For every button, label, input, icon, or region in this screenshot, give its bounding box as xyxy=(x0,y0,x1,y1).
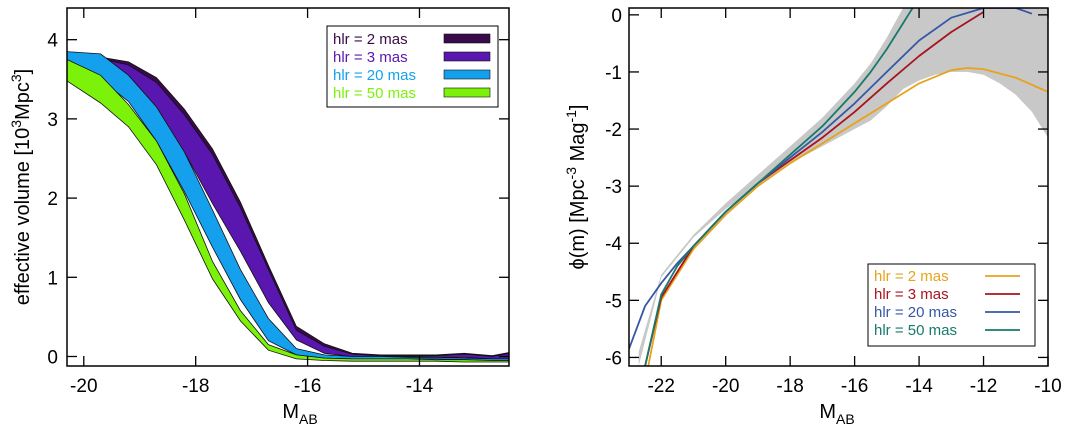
legend-label-1: hlr = 3 mas xyxy=(333,49,408,66)
x-tick-label-1: -20 xyxy=(712,376,739,397)
uncertainty-band-area xyxy=(638,8,1048,366)
legend-swatch-2 xyxy=(443,69,491,80)
legend-box xyxy=(867,263,1036,347)
x-axis-label: MAB xyxy=(819,401,854,427)
y-tick-label-4: 4 xyxy=(47,31,58,52)
luminosity-function-chart: -22 -20 -18 -16 -14 -12 -10 0-1-2-3-4-5-6 MAB … xyxy=(563,6,1062,427)
y-tick-label-6: -6 xyxy=(605,348,622,369)
y-tick-label-0: 0 xyxy=(611,6,622,27)
x-axis-ticks: -20 -18 -16 -14 xyxy=(70,8,434,397)
plot-frame xyxy=(66,7,510,367)
y-tick-label-1: 1 xyxy=(47,268,58,289)
y-tick-label-4: -4 xyxy=(605,234,622,255)
model-line-2 xyxy=(629,8,1033,350)
legend-label-1: hlr = 3 mas xyxy=(874,286,949,303)
y-axis-label: effective volume [103Mpc3] xyxy=(8,69,34,305)
legend-label-3: hlr = 50 mas xyxy=(874,322,957,339)
y-tick-label-3: -3 xyxy=(605,177,622,198)
y-axis-ticks: 0 1 2 3 4 xyxy=(47,31,509,368)
x-tick-label-1: -18 xyxy=(182,376,209,397)
x-axis-ticks: -22 -20 -18 -16 -14 -12 -10 xyxy=(647,8,1062,397)
legend-label-2: hlr = 20 mas xyxy=(333,67,416,84)
x-tick-label-3: -16 xyxy=(841,376,868,397)
legend-label-3: hlr = 50 mas xyxy=(333,85,416,102)
model-line-1 xyxy=(644,11,984,366)
legend-swatch-3 xyxy=(443,87,491,98)
y-tick-label-2: 2 xyxy=(47,189,58,210)
legend-label-0: hlr = 2 mas xyxy=(874,268,949,285)
x-tick-label-5: -12 xyxy=(970,376,997,397)
y-tick-label-3: 3 xyxy=(47,110,58,131)
uncertainty-band xyxy=(638,8,1048,366)
y-tick-label-5: -5 xyxy=(605,291,622,312)
model-line-3 xyxy=(644,8,914,366)
x-axis-label: MAB xyxy=(282,401,317,427)
effective-volume-chart: -20 -18 -16 -14 0 1 2 3 4 MAB effective volume … xyxy=(8,7,510,427)
model-line-0 xyxy=(647,67,1048,366)
y-axis-ticks: 0 -1 -2 -3 -4 -5 -6 xyxy=(605,6,1048,369)
legend-label-0: hlr = 2 mas xyxy=(333,31,408,48)
x-tick-label-2: -18 xyxy=(776,376,803,397)
plot-frame xyxy=(628,7,1049,367)
legend-label-2: hlr = 20 mas xyxy=(874,304,957,321)
x-tick-label-6: -10 xyxy=(1034,376,1061,397)
y-tick-label-2: -2 xyxy=(605,120,622,141)
y-tick-label-1: -1 xyxy=(605,63,622,84)
legend-swatch-1 xyxy=(443,51,491,62)
x-tick-label-0: -20 xyxy=(70,376,97,397)
model-lines xyxy=(629,8,1048,366)
x-tick-label-2: -16 xyxy=(294,376,321,397)
y-tick-label-0: 0 xyxy=(47,347,58,368)
x-tick-label-0: -22 xyxy=(647,376,674,397)
y-axis-label: ϕ(m) [Mpc-3 Mag-1] xyxy=(563,104,589,269)
x-tick-label-3: -14 xyxy=(406,376,434,397)
legend-swatch-0 xyxy=(443,33,491,44)
x-tick-label-4: -14 xyxy=(905,376,933,397)
